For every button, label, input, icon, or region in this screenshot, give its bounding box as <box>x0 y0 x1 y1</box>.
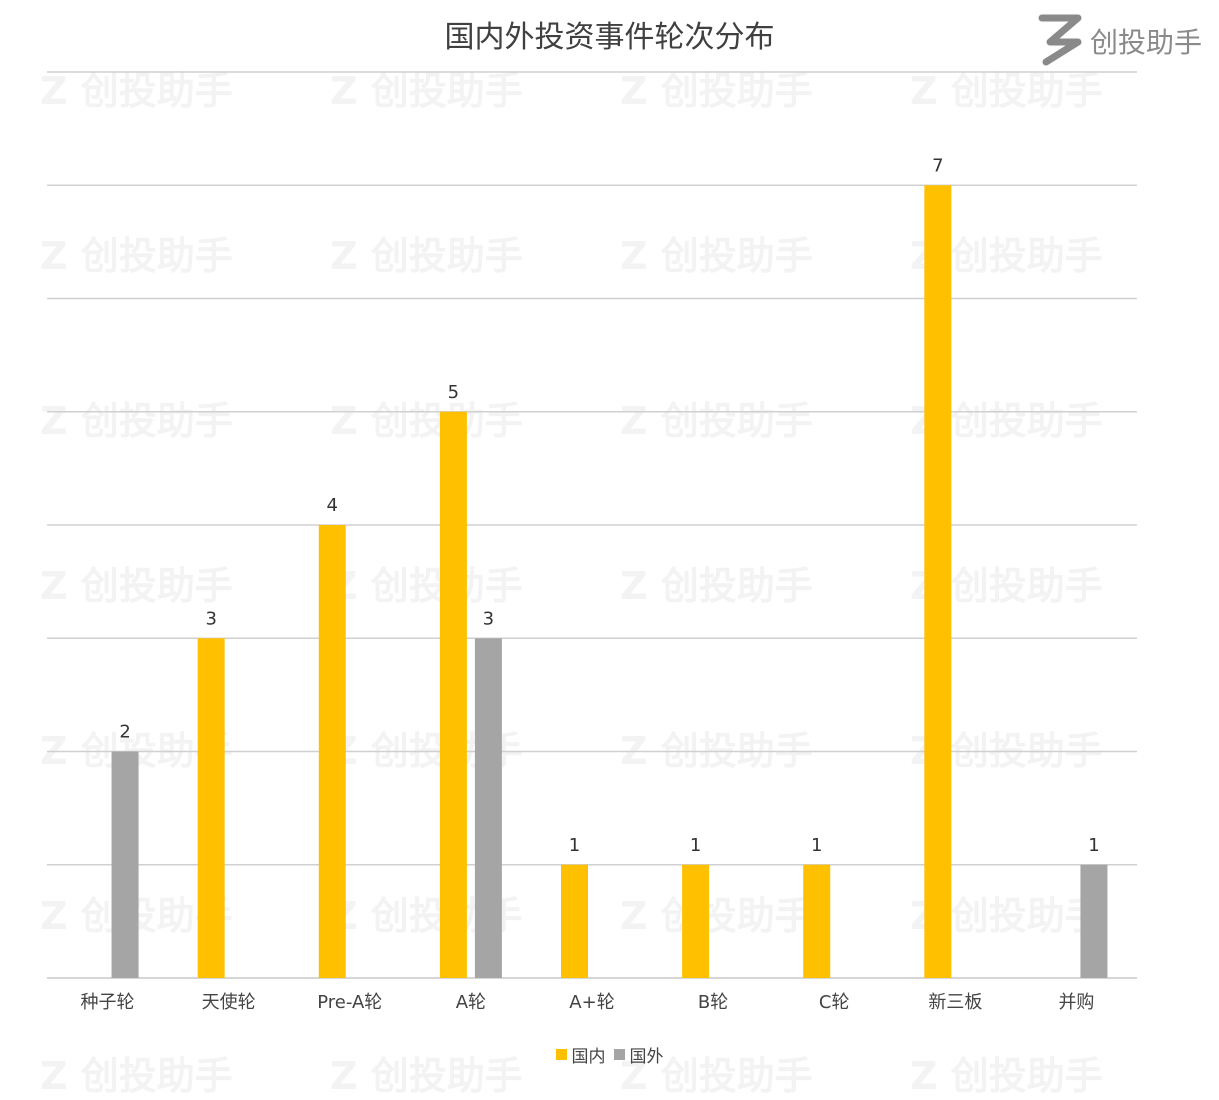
bar-foreign-3 <box>474 638 502 978</box>
legend-swatch-domestic <box>555 1049 567 1060</box>
bar-domestic-7 <box>924 185 952 978</box>
data-label: 1 <box>1088 835 1099 856</box>
x-tick-label: A+轮 <box>569 992 614 1013</box>
x-tick-label: 种子轮 <box>81 992 135 1013</box>
bar-domestic-2 <box>318 525 346 978</box>
data-label: 7 <box>932 155 943 176</box>
logo-text: 创投助手 <box>1090 26 1203 59</box>
bar-foreign-8 <box>1080 864 1108 978</box>
data-label: 2 <box>119 722 130 743</box>
bar-domestic-4 <box>561 864 588 978</box>
legend-swatch-foreign <box>613 1049 625 1060</box>
bar-domestic-3 <box>439 411 467 978</box>
legend-label-domestic: 国内 <box>571 1047 606 1067</box>
data-label: 3 <box>205 608 216 629</box>
legend-item-domestic: 国内 <box>555 1042 606 1067</box>
data-label: 4 <box>327 495 338 516</box>
legend: 国内 国外 <box>0 1042 1219 1067</box>
x-tick-label: 天使轮 <box>202 992 256 1013</box>
brand-logo: 创投助手 <box>1036 12 1206 68</box>
x-tick-label: Pre-A轮 <box>317 992 382 1013</box>
x-tick-label: 新三板 <box>928 992 982 1013</box>
data-label: 1 <box>569 835 580 856</box>
data-label: 5 <box>448 382 459 403</box>
x-tick-label: A轮 <box>456 992 486 1013</box>
data-label: 3 <box>483 608 494 629</box>
data-label: 1 <box>811 835 822 856</box>
data-label: 1 <box>690 835 701 856</box>
logo-z-icon <box>1038 14 1082 66</box>
bar-foreign-0 <box>111 751 139 978</box>
bar-domestic-6 <box>803 864 831 978</box>
chart-title: 国内外投资事件轮次分布 <box>444 20 775 55</box>
x-tick-label: B轮 <box>698 992 728 1013</box>
bar-domestic-1 <box>197 638 225 978</box>
x-tick-label: C轮 <box>819 992 850 1013</box>
legend-label-foreign: 国外 <box>629 1047 664 1067</box>
bar-domestic-5 <box>682 864 710 978</box>
legend-item-foreign: 国外 <box>613 1042 664 1067</box>
x-tick-label: 并购 <box>1058 992 1094 1013</box>
